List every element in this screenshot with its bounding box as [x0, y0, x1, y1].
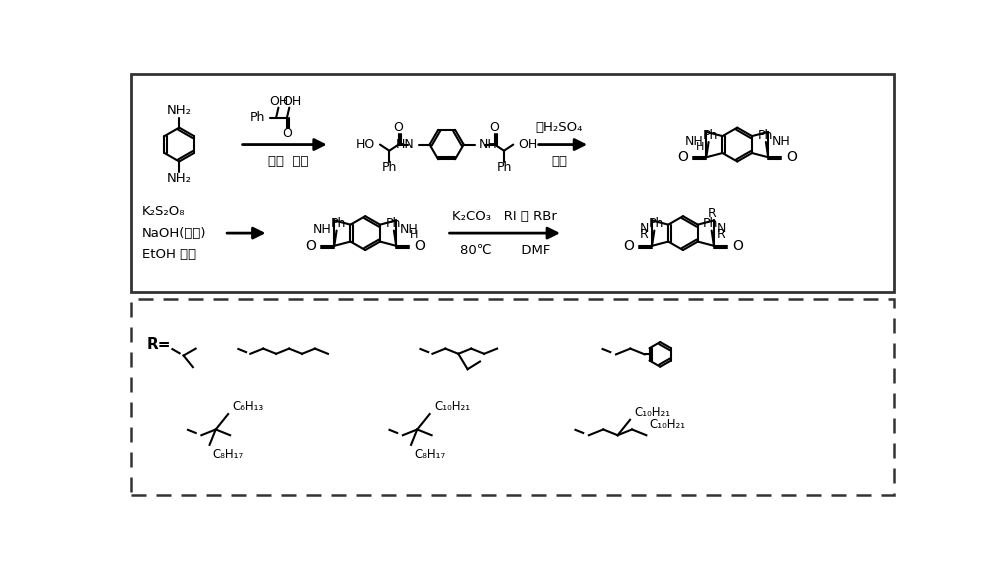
Text: O: O: [414, 239, 425, 253]
Text: OH: OH: [282, 95, 301, 108]
Text: R=: R=: [147, 337, 171, 352]
Text: C₁₀H₂₁: C₁₀H₂₁: [635, 405, 671, 419]
Text: R: R: [640, 229, 649, 242]
Text: Ph: Ph: [331, 217, 347, 230]
Text: R: R: [708, 207, 717, 220]
Text: Ph: Ph: [250, 111, 265, 124]
Text: OH: OH: [518, 138, 537, 151]
Text: EtOH 回流: EtOH 回流: [142, 248, 196, 261]
Text: O: O: [677, 150, 688, 164]
Text: R: R: [717, 229, 726, 242]
Text: NH₂: NH₂: [167, 172, 192, 185]
Text: NH: NH: [399, 223, 418, 236]
Text: 80℃       DMF: 80℃ DMF: [460, 244, 550, 257]
Text: Ph: Ph: [703, 128, 719, 141]
Text: N: N: [717, 222, 726, 235]
Text: 氯苯  回流: 氯苯 回流: [268, 155, 308, 168]
Text: O: O: [282, 127, 292, 140]
Text: 浓H₂SO₄: 浓H₂SO₄: [535, 121, 583, 134]
Text: N: N: [640, 222, 649, 235]
Text: C₆H₁₃: C₆H₁₃: [233, 400, 264, 413]
Text: NH: NH: [684, 135, 703, 148]
Text: C₈H₁₇: C₈H₁₇: [213, 448, 244, 461]
Text: Ph: Ph: [703, 217, 719, 230]
Text: C₈H₁₇: C₈H₁₇: [414, 448, 445, 461]
Bar: [131, 298, 894, 495]
Text: OH: OH: [269, 95, 288, 108]
Text: HO: HO: [356, 138, 375, 151]
Text: K₂CO₃   RI 或 RBr: K₂CO₃ RI 或 RBr: [452, 209, 557, 223]
Text: Ph: Ph: [382, 161, 397, 174]
Text: C₁₀H₂₁: C₁₀H₂₁: [434, 400, 470, 413]
Text: NH: NH: [479, 138, 498, 151]
Text: O: O: [394, 121, 404, 134]
Text: H: H: [696, 142, 705, 152]
Text: H: H: [410, 230, 419, 240]
Text: O: O: [732, 239, 743, 253]
Text: Ph: Ph: [649, 217, 664, 230]
Text: O: O: [305, 239, 316, 253]
Text: HN: HN: [395, 138, 414, 151]
Text: 室温: 室温: [551, 155, 567, 168]
Text: C₁₀H₂₁: C₁₀H₂₁: [649, 418, 686, 431]
Text: O: O: [786, 150, 797, 164]
Text: K₂S₂O₈: K₂S₂O₈: [142, 205, 186, 218]
Text: O: O: [623, 239, 634, 253]
Text: Ph: Ph: [496, 161, 512, 174]
Text: NH: NH: [312, 223, 331, 236]
Text: Ph: Ph: [385, 217, 401, 230]
Text: Ph: Ph: [757, 128, 773, 141]
Text: O: O: [490, 121, 500, 134]
Bar: [131, 74, 894, 292]
Text: NH₂: NH₂: [167, 104, 192, 117]
Text: NH: NH: [771, 135, 790, 148]
Text: NaOH(溶液): NaOH(溶液): [142, 227, 207, 240]
